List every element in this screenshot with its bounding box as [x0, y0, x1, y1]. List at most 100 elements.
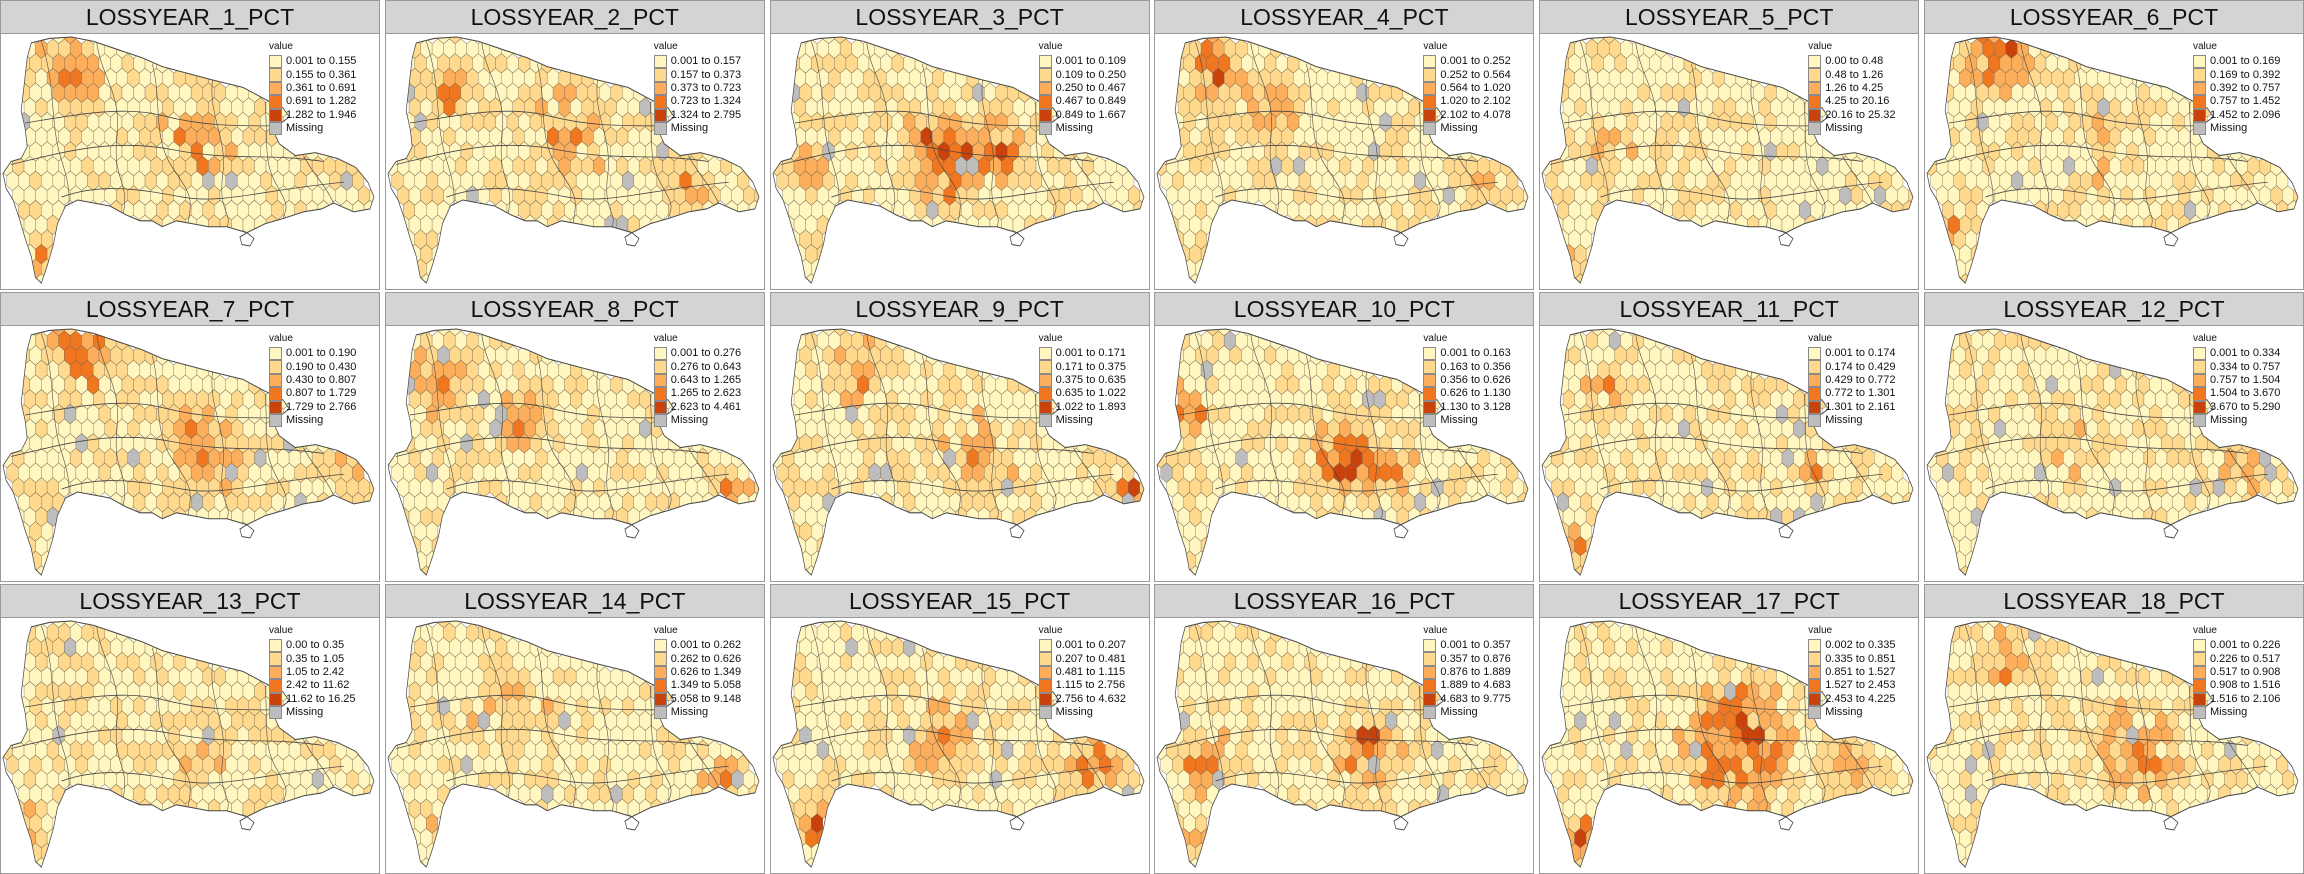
legend-item: 0.262 to 0.626 — [653, 652, 752, 666]
choropleth-hex-map — [772, 620, 1144, 868]
legend-label: Missing — [286, 122, 324, 135]
province-boundary — [303, 739, 334, 788]
legend-swatch — [269, 652, 282, 666]
province-boundary — [446, 765, 729, 784]
choropleth-hex-map — [1157, 36, 1529, 284]
panel-title: LOSSYEAR_9_PCT — [770, 293, 1149, 326]
province-boundary — [1564, 110, 1821, 127]
province-boundary — [264, 102, 287, 219]
legend-label: Missing — [1825, 414, 1863, 427]
legend-label: 0.001 to 0.109 — [1055, 55, 1126, 68]
panel-title: LOSSYEAR_14_PCT — [385, 585, 764, 618]
legend-swatch — [1808, 108, 1822, 122]
map-panel: LOSSYEAR_6_PCT value 0.001 to 0.169 0.169 t… — [1924, 0, 2304, 290]
legend-swatch — [1038, 108, 1052, 122]
map-panel: LOSSYEAR_11_PCT value 0.001 to 0.174 0.174 … — [1539, 292, 1920, 582]
legend-item: 2.102 to 4.078 — [1423, 108, 1521, 122]
legend-swatch — [269, 121, 282, 136]
legend-swatch — [1808, 387, 1822, 401]
map-panel: LOSSYEAR_2_PCT value 0.001 to 0.157 0.157 t… — [384, 0, 765, 290]
legend-item: 1.349 to 5.058 — [653, 679, 752, 693]
legend-title: value — [1808, 41, 1833, 52]
choropleth-hex-map — [2, 328, 375, 576]
legend-label: 0.807 to 1.729 — [286, 387, 357, 400]
province-boundary — [481, 626, 510, 802]
legend-swatch — [2193, 95, 2206, 109]
legend-label: 0.001 to 0.174 — [1825, 347, 1896, 360]
legend-title: value — [269, 333, 293, 344]
legend-swatch — [1808, 400, 1822, 414]
province-boundary — [25, 402, 282, 419]
island-outline — [624, 524, 640, 539]
legend-swatch — [1038, 413, 1052, 428]
province-boundary — [1935, 144, 2248, 165]
panel-title: LOSSYEAR_2_PCT — [385, 1, 764, 34]
legend-swatch — [1038, 400, 1052, 414]
legend-label: 3.670 to 5.290 — [2210, 400, 2281, 413]
legend-title: value — [269, 625, 293, 636]
province-boundary — [687, 155, 719, 204]
legend-label: 0.356 to 0.626 — [1440, 373, 1511, 386]
legend-label: 1.301 to 2.161 — [1825, 400, 1896, 413]
province-boundary — [866, 42, 895, 218]
legend-item: 1.301 to 2.161 — [1808, 400, 1906, 414]
province-boundary — [596, 370, 614, 521]
province-boundary — [1457, 155, 1489, 204]
island-outline — [239, 232, 255, 247]
legend-swatch — [1808, 360, 1822, 374]
legend-label: 0.001 to 0.276 — [670, 347, 742, 360]
province-boundary — [649, 102, 672, 219]
map-legend: value 0.00 to 0.35 0.35 to 1.05 1.05 to 2.4… — [269, 625, 367, 720]
legend-item: 1.729 to 2.766 — [269, 400, 367, 414]
legend-item: 1.022 to 1.893 — [1038, 400, 1137, 414]
map-panel: LOSSYEAR_12_PCT value 0.001 to 0.334 0.334 … — [1924, 292, 2304, 582]
legend-swatch — [653, 652, 667, 666]
legend-label: 0.430 to 0.807 — [286, 373, 357, 386]
panel-title: LOSSYEAR_3_PCT — [770, 1, 1149, 34]
legend-swatch — [653, 108, 667, 122]
legend-label: 2.42 to 11.62 — [286, 679, 350, 692]
map-panel: LOSSYEAR_14_PCT value 0.001 to 0.262 0.262 … — [384, 584, 765, 874]
legend-item: 0.169 to 0.392 — [2193, 68, 2291, 82]
legend-item: 1.130 to 3.128 — [1423, 400, 1521, 414]
legend-swatch — [2193, 387, 2206, 401]
legend-label: 0.691 to 1.282 — [286, 95, 357, 108]
legend-label: 0.48 to 1.26 — [1825, 68, 1884, 81]
province-boundary — [303, 447, 334, 496]
legend-title: value — [1038, 333, 1063, 344]
legend-label: Missing — [2210, 122, 2248, 135]
legend-swatch — [269, 360, 282, 374]
legend-swatch — [269, 347, 282, 361]
province-boundary — [2227, 155, 2258, 204]
legend-label: 0.392 to 0.757 — [2210, 81, 2281, 94]
province-boundary — [1419, 394, 1441, 511]
map-panel: LOSSYEAR_9_PCT value 0.001 to 0.171 0.171 t… — [769, 292, 1150, 582]
legend-swatch — [653, 55, 667, 69]
legend-item: 1.452 to 2.096 — [2193, 108, 2291, 122]
province-boundary — [2135, 78, 2153, 229]
choropleth-hex-map — [2, 36, 375, 284]
legend-item-missing: Missing — [653, 413, 752, 428]
panel-title: LOSSYEAR_7_PCT — [1, 293, 379, 326]
province-boundary — [1949, 110, 2206, 127]
province-boundary — [1985, 473, 2268, 492]
province-boundary — [1250, 42, 1280, 218]
province-boundary — [687, 739, 719, 788]
legend-label: Missing — [1055, 414, 1093, 427]
province-boundary — [303, 155, 334, 204]
province-boundary — [1842, 155, 1874, 204]
legend-title: value — [653, 333, 678, 344]
legend-swatch — [2193, 55, 2206, 69]
legend-item: 0.001 to 0.171 — [1038, 347, 1137, 361]
legend-swatch — [1038, 81, 1052, 96]
province-boundary — [96, 626, 126, 802]
province-boundary — [1635, 334, 1665, 510]
legend-swatch — [653, 81, 667, 96]
legend-item-missing: Missing — [653, 705, 752, 720]
province-boundary — [649, 686, 672, 803]
legend-label: 1.05 to 2.42 — [286, 665, 345, 678]
province-boundary — [596, 78, 614, 229]
legend-swatch — [1808, 347, 1822, 361]
province-boundary — [831, 473, 1114, 492]
coastline — [1541, 328, 1914, 576]
